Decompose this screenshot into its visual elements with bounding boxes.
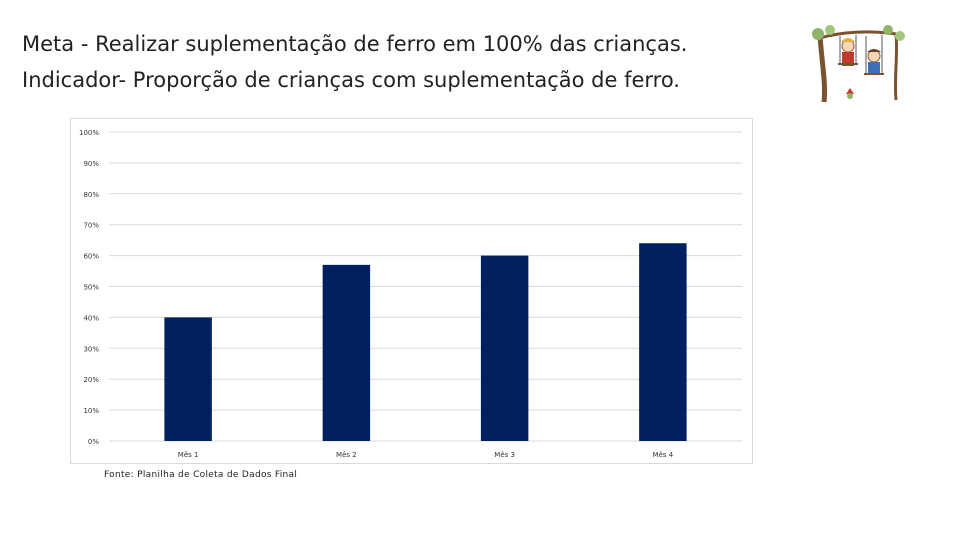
chart-canvas: 0% 10% 20% 30% 40% 50% 60% 70% 80% 90% 100% Mês 1 Mê… [79,129,742,459]
y-tick-label: 60% [83,253,99,261]
y-tick-label: 90% [83,160,99,168]
y-tick-label: 0% [88,438,99,446]
bar [164,317,212,441]
bar [322,264,371,441]
y-tick-label: 80% [83,191,99,199]
indicator-line: Indicador- Proporção de crianças com sup… [22,68,680,92]
source-note: Fonte: Planilha de Coleta de Dados Final [104,470,298,480]
bar-chart: 0% 10% 20% 30% 40% 50% 60% 70% 80% 90% 100% Mês 1 Mê… [70,118,753,464]
y-tick-label: 10% [83,407,99,415]
x-tick-label: Mês 2 [336,451,357,459]
goal-line: Meta - Realizar suplementação de ferro e… [22,32,688,56]
bar [480,255,529,441]
children-swing-logo-icon [810,24,906,104]
y-tick-label: 100% [79,129,99,137]
y-tick-label: 70% [83,222,99,230]
bar [639,243,687,441]
slide-heading: Meta - Realizar suplementação de ferro e… [22,26,802,98]
x-tick-label: Mês 4 [653,451,674,459]
x-tick-label: Mês 1 [178,451,199,459]
y-tick-label: 20% [83,376,99,384]
x-tick-label: Mês 3 [494,451,515,459]
y-tick-label: 50% [83,284,99,292]
y-tick-label: 40% [83,314,99,322]
y-tick-label: 30% [83,345,99,353]
